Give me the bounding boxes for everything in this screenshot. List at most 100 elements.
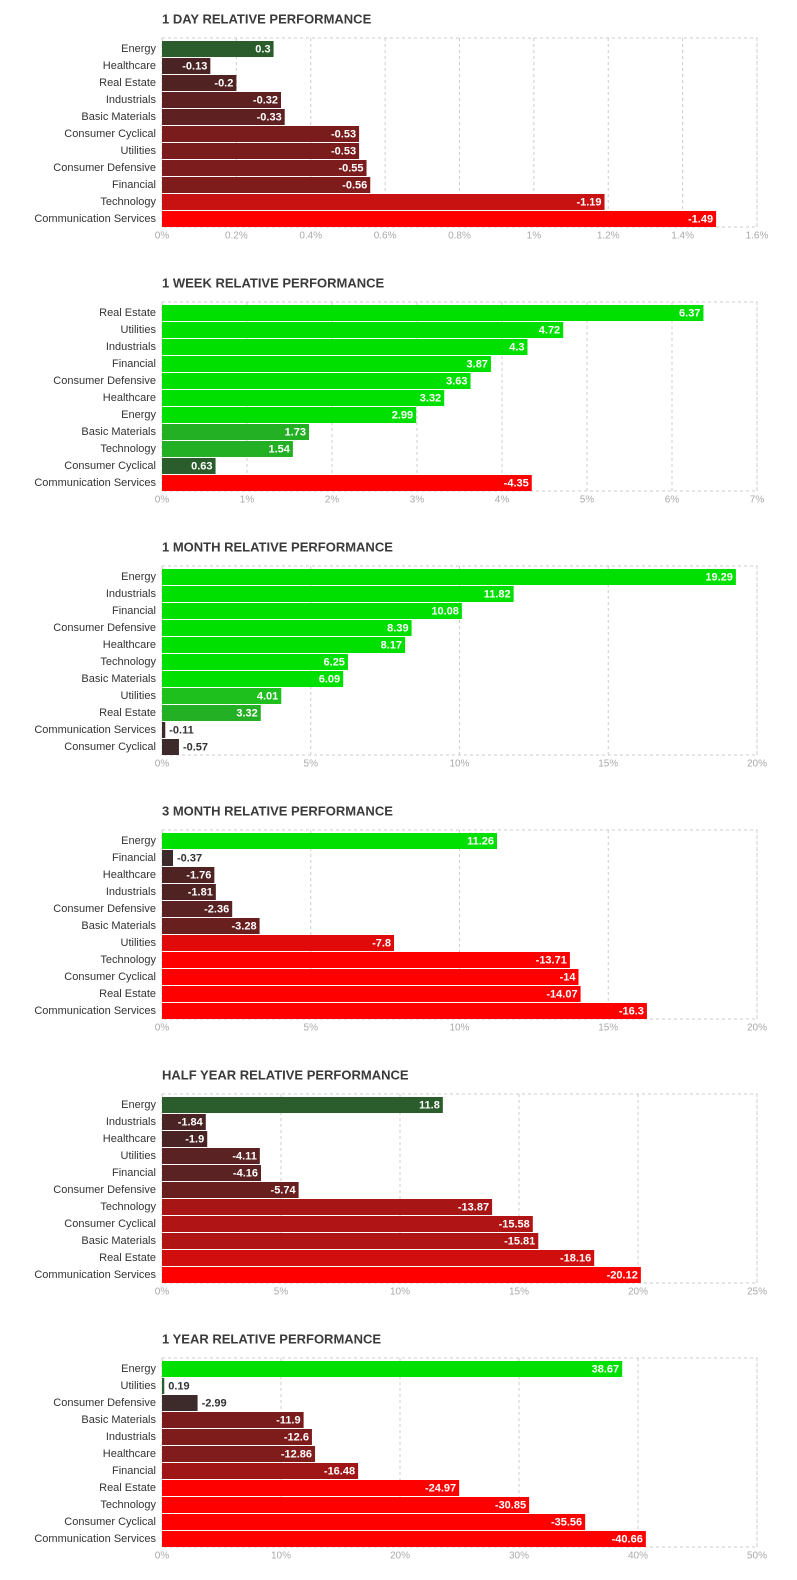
bar [162,194,605,210]
category-label: Consumer Defensive [53,903,156,915]
bar [162,1531,646,1547]
bar [162,1097,443,1113]
bar [162,1361,623,1377]
category-label: Consumer Cyclical [64,1218,156,1230]
x-tick-label: 10% [449,1023,469,1034]
x-tick-label: 10% [449,759,469,770]
category-label: Utilities [121,324,157,336]
value-label: -18.16 [560,1252,591,1264]
value-label: 8.17 [381,639,402,651]
bar [162,739,179,755]
bar [162,109,285,125]
category-label: Consumer Defensive [53,1184,156,1196]
chart-title: HALF YEAR RELATIVE PERFORMANCE [162,1067,409,1082]
value-label: 3.63 [446,375,467,387]
value-label: 19.29 [705,571,733,583]
category-label: Utilities [121,1380,157,1392]
bar [162,322,564,338]
x-tick-label: 20% [747,759,767,770]
value-label: 4.72 [539,324,560,336]
bar [162,901,233,917]
x-tick-label: 5% [304,759,319,770]
category-label: Basic Materials [81,426,156,438]
category-label: Financial [112,179,156,191]
category-label: Consumer Defensive [53,162,156,174]
bar [162,1165,262,1181]
value-label: 3.32 [236,707,257,719]
x-tick-label: 0.8% [448,231,471,242]
value-label: -0.33 [257,111,282,123]
category-label: Consumer Defensive [53,622,156,634]
bar [162,177,371,193]
value-label: -4.16 [233,1167,258,1179]
bar [162,1463,359,1479]
bar [162,833,497,849]
category-label: Communication Services [34,724,156,736]
value-label: 2.99 [392,409,413,421]
value-label: -7.8 [372,937,391,949]
x-tick-label: 10% [390,1287,410,1298]
value-label: -1.84 [178,1116,204,1128]
category-label: Technology [100,656,156,668]
value-label: -1.76 [186,869,211,881]
bar [162,688,282,704]
category-label: Technology [100,1499,156,1511]
x-tick-label: 1.2% [597,231,620,242]
value-label: -0.56 [342,179,367,191]
bar [162,1131,208,1147]
bar [162,1412,304,1428]
bar [162,1003,647,1019]
category-label: Energy [121,409,156,421]
value-label: -0.37 [177,852,202,864]
bar [162,1395,198,1411]
bar [162,986,581,1002]
bar [162,1429,312,1445]
category-label: Healthcare [103,869,156,881]
bar [162,1497,530,1513]
value-label: -20.12 [607,1269,638,1281]
bar [162,586,514,602]
bar [162,75,237,91]
bar [162,952,570,968]
bar [162,356,491,372]
category-label: Consumer Cyclical [64,1516,156,1528]
x-tick-label: 5% [274,1287,289,1298]
bar [162,1114,206,1130]
x-tick-label: 4% [495,495,510,506]
bar [162,143,360,159]
category-label: Consumer Defensive [53,375,156,387]
value-label: -16.48 [324,1465,355,1477]
bar [162,850,174,866]
bar [162,637,406,653]
value-label: -11.9 [276,1414,300,1426]
value-label: 11.82 [484,588,511,600]
bar [162,603,462,619]
bar [162,458,216,474]
value-label: 8.39 [387,622,408,634]
value-label: -5.74 [271,1184,297,1196]
x-tick-label: 7% [750,495,765,506]
value-label: 6.25 [324,656,345,668]
bar [162,918,260,934]
category-label: Financial [112,1465,156,1477]
value-label: -0.53 [331,128,356,140]
category-label: Energy [121,1099,156,1111]
x-tick-label: 15% [509,1287,529,1298]
value-label: -2.99 [202,1397,227,1409]
value-label: -1.9 [185,1133,204,1145]
category-label: Real Estate [99,707,156,719]
x-tick-label: 10% [271,1551,291,1562]
category-label: Energy [121,835,156,847]
value-label: 1.54 [268,443,290,455]
bar [162,654,348,670]
value-label: -15.81 [504,1235,535,1247]
x-tick-label: 5% [580,495,595,506]
bar [162,671,344,687]
category-label: Healthcare [103,60,156,72]
value-label: -1.19 [576,196,601,208]
chart-title: 1 WEEK RELATIVE PERFORMANCE [162,275,385,290]
bar [162,884,216,900]
category-label: Communication Services [34,1533,156,1545]
